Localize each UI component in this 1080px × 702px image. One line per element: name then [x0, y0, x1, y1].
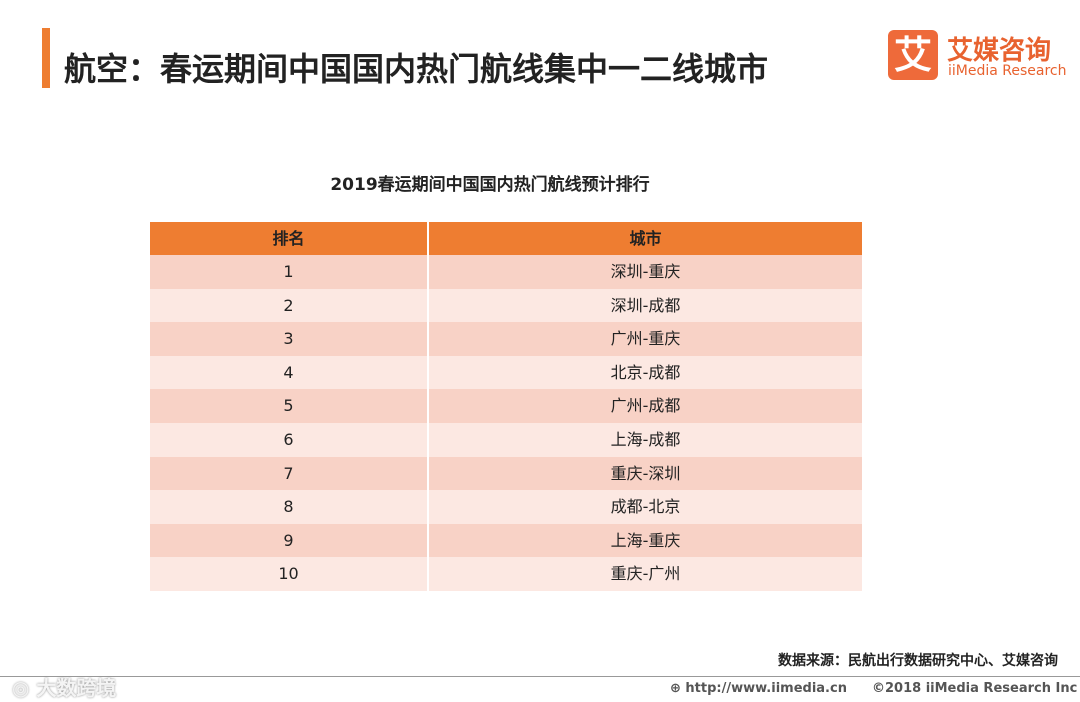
table-row: 7 重庆-深圳 — [150, 456, 862, 491]
route-cell: 重庆-深圳 — [610, 463, 681, 483]
column-header: 城市 — [629, 229, 662, 248]
route-cell: 深圳-成都 — [610, 295, 681, 315]
table-row: 1 深圳-重庆 — [150, 255, 862, 289]
route-cell: 重庆-广州 — [610, 564, 681, 584]
slide-title: 航空：春运期间中国国内热门航线集中一二线城市 — [64, 50, 769, 88]
rank-cell: 3 — [150, 322, 429, 356]
table-row: 4 北京-成都 — [150, 355, 862, 390]
rank-cell: 10 — [150, 557, 429, 591]
route-cell: 成都-北京 — [610, 497, 681, 517]
rank-cell: 9 — [150, 523, 429, 558]
table-row: 3 广州-重庆 — [150, 322, 862, 356]
source-note: 数据来源：民航出行数据研究中心、艾媒咨询 — [778, 653, 1058, 669]
copyright: ©2018 iiMedia Research Inc — [872, 681, 1078, 696]
rank-cell: 1 — [150, 255, 429, 289]
table-row: 8 成都-北京 — [150, 490, 862, 524]
logo-name: 艾媒咨询 — [947, 36, 1052, 66]
watermark: ◎ 大数跨境 — [12, 672, 116, 701]
table-row: 5 广州-成都 — [150, 389, 862, 423]
table-row: 6 上海-成都 — [150, 422, 862, 457]
footer-line — [0, 676, 1080, 677]
route-cell: 广州-成都 — [610, 396, 681, 416]
accent-bar — [42, 28, 50, 88]
weibo-icon: ◎ — [12, 676, 37, 700]
globe-icon: ⊕ — [670, 681, 686, 696]
rank-cell: 2 — [150, 288, 429, 323]
route-cell: 上海-重庆 — [610, 530, 681, 550]
rank-cell: 4 — [150, 355, 429, 390]
route-cell: 深圳-重庆 — [610, 262, 681, 281]
route-cell: 广州-重庆 — [610, 329, 681, 349]
table-title: 2019春运期间中国国内热门航线预计排行 — [330, 175, 650, 195]
logo-mark: 艾 — [888, 30, 938, 80]
column-header: 排名 — [150, 222, 429, 255]
logo-sub: iiMedia Research — [948, 63, 1067, 79]
rank-cell: 6 — [150, 422, 429, 457]
rank-cell: 5 — [150, 389, 429, 423]
route-cell: 上海-成都 — [610, 429, 681, 449]
route-cell: 北京-成都 — [610, 362, 681, 382]
table-header: 排名 城市 — [150, 222, 862, 255]
table-row: 9 上海-重庆 — [150, 523, 862, 558]
table-row: 10 重庆-广州 — [150, 557, 862, 591]
footer-url: ⊕ http://www.iimedia.cn — [670, 681, 847, 696]
rank-cell: 7 — [150, 456, 429, 491]
table: 排名 城市 1 深圳-重庆 2 深圳-成都 3 广州-重庆 4 北京-成都 5 广州-成都 6 上海-… — [150, 222, 862, 591]
table-row: 2 深圳-成都 — [150, 288, 862, 323]
url-text: http://www.iimedia.cn — [685, 681, 847, 696]
watermark-text: 大数跨境 — [36, 676, 117, 700]
rank-cell: 8 — [150, 490, 429, 524]
